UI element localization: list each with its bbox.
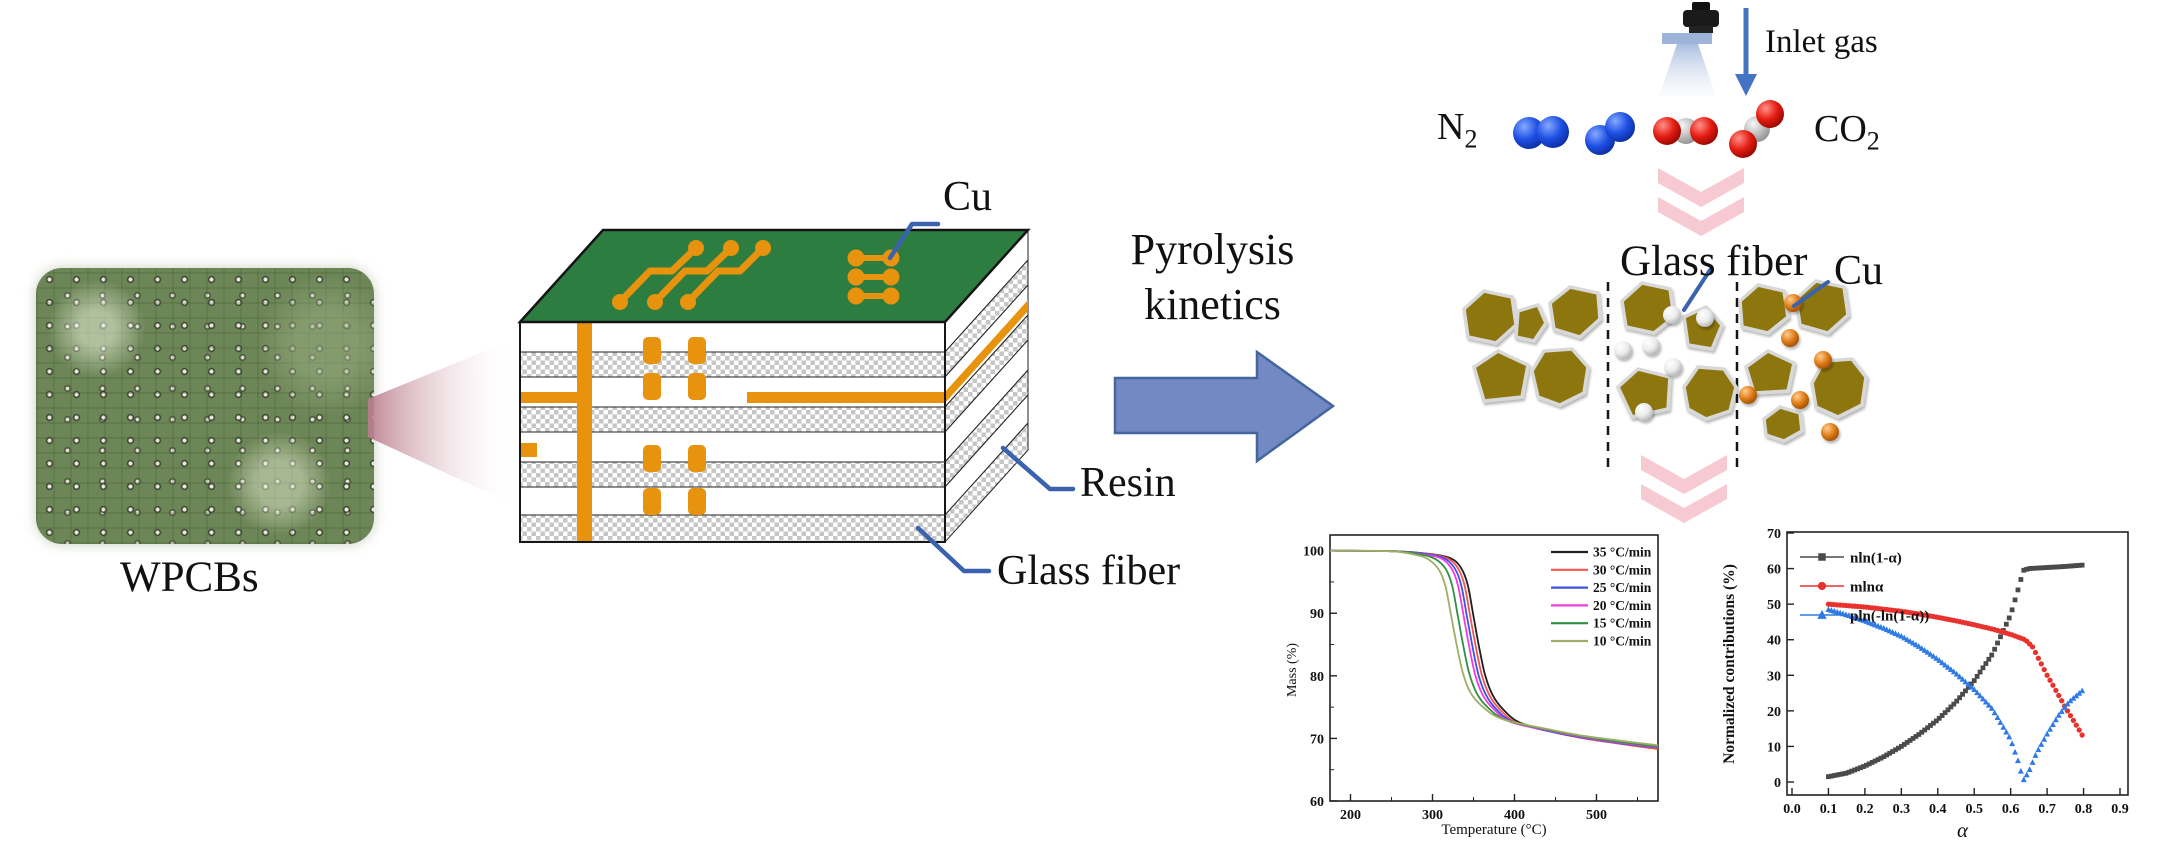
tga-chart: 60 70 80 90 100 200 300 400 500 35 °C/min 30 °C/mi… (1285, 534, 1659, 838)
svg-text:200: 200 (1340, 808, 1361, 823)
inlet-gas-arrow-icon (1735, 8, 1757, 96)
contribution-chart: 0 10 20 30 40 50 60 70 0.0 0.1 0.2 0.3 0.4 0.5 0.6 0.7 0… (1721, 527, 2129, 842)
svg-text:40: 40 (1767, 634, 1781, 649)
svg-text:0.3: 0.3 (1893, 802, 1911, 817)
svg-text:50: 50 (1767, 598, 1781, 613)
process-title-line2: kinetics (1144, 280, 1281, 330)
svg-text:Normalized contributions (%): Normalized contributions (%) (1721, 564, 1738, 764)
n2-molecule-icon (1513, 116, 1569, 149)
step-chevron-icon (1658, 168, 1744, 236)
n2-molecule-icon (1585, 112, 1635, 155)
svg-text:70: 70 (1767, 527, 1781, 542)
svg-text:0.9: 0.9 (2111, 802, 2129, 817)
svg-text:300: 300 (1422, 808, 1443, 823)
n2-label: N2 (1437, 106, 1478, 154)
svg-text:0.0: 0.0 (1783, 802, 1801, 817)
top-copper-traces (616, 244, 767, 306)
svg-text:70: 70 (1310, 732, 1324, 747)
stack-resin-label: Resin (1080, 460, 1176, 506)
stack-glass-fiber-label: Glass fiber (997, 548, 1181, 594)
wpcb-caption: WPCBs (120, 554, 259, 601)
step-chevron-icon (1641, 455, 1727, 523)
svg-text:90: 90 (1310, 607, 1324, 622)
inlet-gas-label: Inlet gas (1765, 24, 1878, 60)
stack-label-connectors (887, 221, 1076, 574)
resin-particle-group-mixed (1615, 281, 1738, 421)
stack-side-face (944, 228, 1029, 544)
svg-text:0.8: 0.8 (2075, 802, 2093, 817)
particles-cu-label: Cu (1834, 248, 1884, 294)
svg-text:25 °C/min: 25 °C/min (1593, 580, 1652, 595)
svg-text:α: α (1957, 818, 1969, 842)
process-title-line1: Pyrolysis (1130, 225, 1295, 274)
svg-text:nln(1-α): nln(1-α) (1850, 551, 1902, 567)
svg-text:0.7: 0.7 (2038, 802, 2056, 817)
svg-text:20: 20 (1767, 705, 1781, 720)
svg-text:10 °C/min: 10 °C/min (1593, 634, 1652, 649)
stack-cu-label: Cu (943, 174, 993, 220)
svg-text:30: 30 (1767, 669, 1781, 684)
stack-side-copper-trace (945, 300, 1028, 403)
glass-fiber-spheres (1614, 306, 1714, 421)
spray-nozzle-icon (1659, 2, 1719, 96)
svg-text:Mass (%): Mass (%) (1285, 643, 1300, 697)
co2-molecule-icon (1729, 100, 1784, 158)
resin-particle-group-cu (1738, 279, 1868, 443)
svg-text:30 °C/min: 30 °C/min (1593, 562, 1652, 577)
svg-text:Temperature (°C): Temperature (°C) (1441, 822, 1546, 838)
co2-label: CO2 (1814, 108, 1880, 156)
svg-text:100: 100 (1303, 545, 1324, 560)
process-arrow-icon (1113, 349, 1336, 464)
svg-text:0.1: 0.1 (1820, 802, 1838, 817)
glass-fiber-connector (1682, 268, 1712, 312)
particles-glass-fiber-label: Glass fiber (1620, 238, 1808, 285)
svg-text:15 °C/min: 15 °C/min (1593, 616, 1652, 631)
cu-connector (1792, 280, 1830, 308)
svg-text:0.4: 0.4 (1929, 802, 1947, 817)
svg-text:35 °C/min: 35 °C/min (1593, 545, 1652, 560)
stack-top-face (517, 228, 1031, 324)
svg-text:60: 60 (1310, 795, 1324, 810)
svg-text:60: 60 (1767, 563, 1781, 578)
svg-text:500: 500 (1586, 808, 1607, 823)
svg-text:20 °C/min: 20 °C/min (1593, 598, 1652, 613)
svg-text:10: 10 (1767, 740, 1781, 755)
zoom-beam-icon (368, 338, 517, 506)
stack-copper-features (520, 322, 945, 542)
svg-text:0.5: 0.5 (1965, 802, 1983, 817)
svg-text:0.2: 0.2 (1856, 802, 1874, 817)
svg-text:80: 80 (1310, 670, 1324, 685)
svg-text:400: 400 (1504, 808, 1525, 823)
wpcb-photo (36, 268, 374, 544)
pcb-stack-diagram (517, 221, 1076, 574)
top-copper-pads (612, 240, 900, 310)
svg-text:0: 0 (1774, 776, 1781, 791)
resin-particle-group-n2 (1462, 285, 1602, 407)
svg-text:0.6: 0.6 (2002, 802, 2020, 817)
process-title: Pyrolysis kinetics (1100, 222, 1325, 333)
svg-text:mlnα: mlnα (1850, 580, 1884, 596)
cu-spheres (1739, 294, 1839, 441)
svg-text:pln(-ln(1-α)): pln(-ln(1-α)) (1850, 609, 1929, 625)
co2-molecule-icon (1653, 117, 1718, 145)
